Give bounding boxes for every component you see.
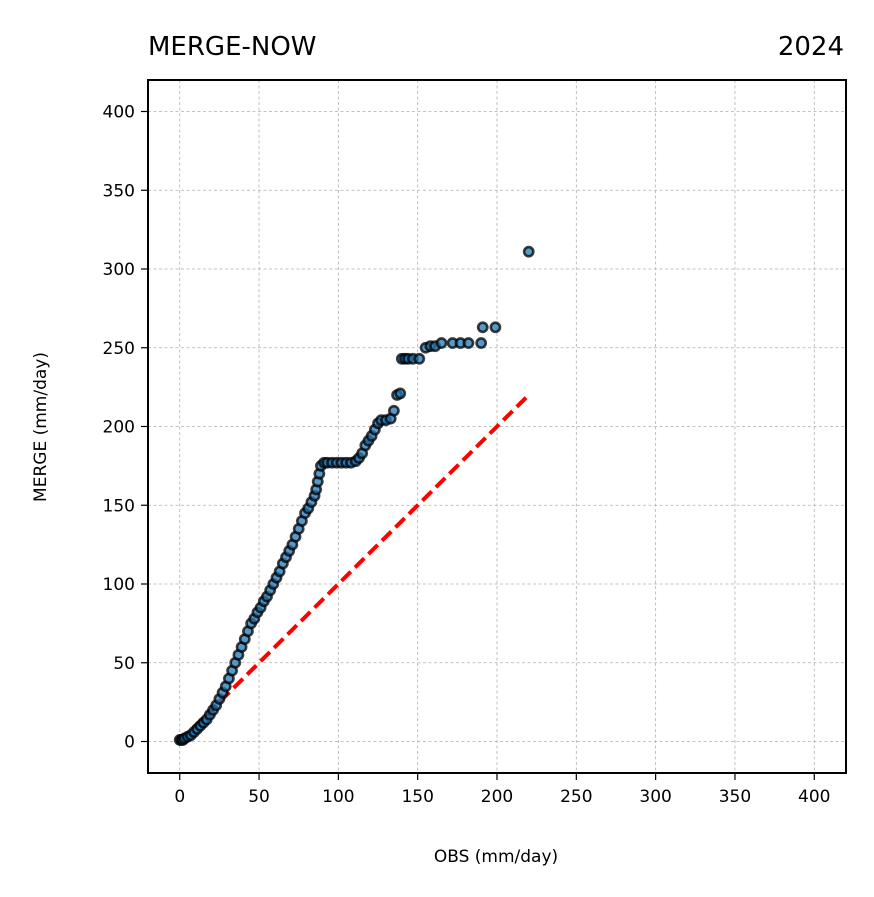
x-axis-label: OBS (mm/day) bbox=[434, 847, 558, 867]
y-tick-label: 100 bbox=[103, 575, 135, 595]
x-tick-label: 250 bbox=[560, 787, 592, 807]
data-point bbox=[522, 245, 535, 258]
x-tick-label: 400 bbox=[798, 787, 830, 807]
y-tick-label: 300 bbox=[103, 260, 135, 280]
x-tick-label: 100 bbox=[322, 787, 354, 807]
plot-frame bbox=[147, 79, 847, 774]
data-point bbox=[462, 337, 475, 349]
data-point bbox=[394, 387, 407, 400]
chart-title: MERGE-NOW bbox=[148, 32, 317, 62]
one-to-one-line bbox=[178, 393, 531, 743]
data-points bbox=[173, 245, 535, 746]
x-tick-label: 300 bbox=[639, 787, 671, 807]
y-tick-label: 0 bbox=[124, 733, 135, 753]
y-tick-label: 50 bbox=[113, 654, 135, 674]
x-tick-label: 0 bbox=[174, 787, 185, 807]
y-axis-label: MERGE (mm/day) bbox=[31, 352, 51, 502]
y-tick-label: 200 bbox=[103, 418, 135, 438]
x-tick-label: 50 bbox=[248, 787, 270, 807]
axis-ticks: 0 50 100 150 200 250 300 350 400 0 50 100 150 200 250 3… bbox=[103, 103, 831, 808]
data-point bbox=[413, 352, 426, 365]
reference-line-layer bbox=[178, 393, 531, 743]
data-point bbox=[475, 337, 488, 349]
data-point bbox=[435, 337, 448, 349]
x-tick-label: 200 bbox=[481, 787, 513, 807]
chart-year: 2024 bbox=[778, 32, 844, 62]
y-tick-label: 400 bbox=[103, 103, 135, 123]
y-tick-label: 350 bbox=[103, 181, 135, 201]
data-point bbox=[476, 321, 489, 334]
data-point bbox=[489, 321, 502, 334]
y-tick-label: 150 bbox=[103, 496, 135, 516]
y-tick-label: 250 bbox=[103, 339, 135, 359]
data-point bbox=[387, 404, 400, 417]
x-tick-label: 150 bbox=[401, 787, 433, 807]
x-tick-label: 350 bbox=[719, 787, 751, 807]
